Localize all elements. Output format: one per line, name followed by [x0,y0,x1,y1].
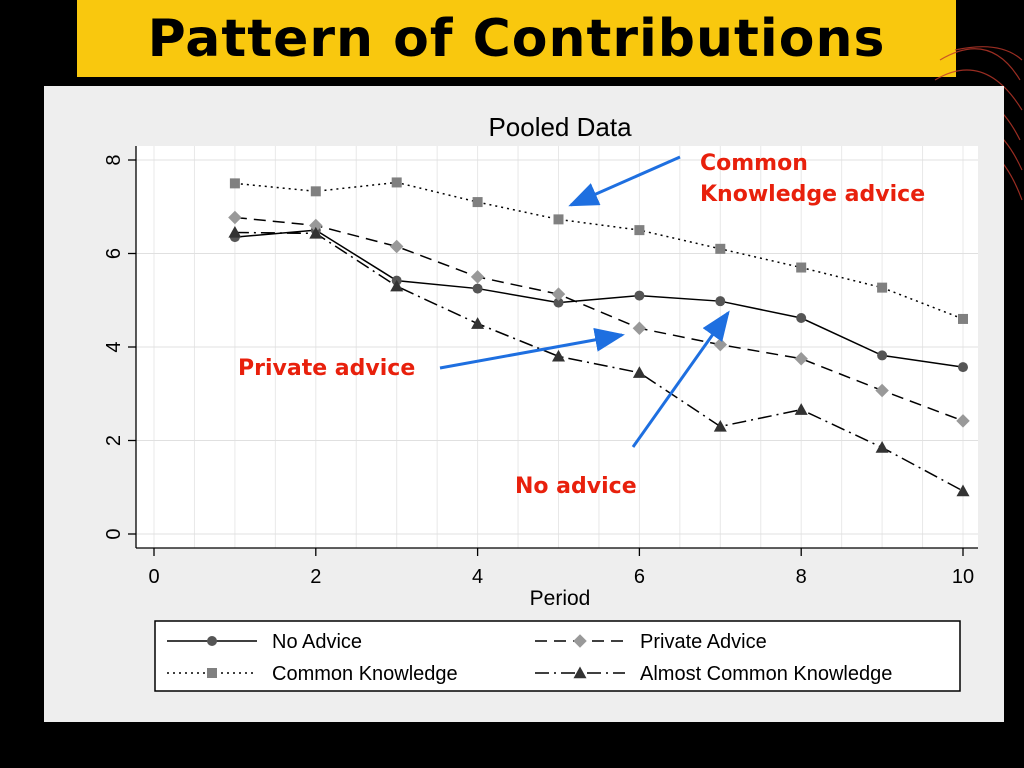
data-point [715,296,726,307]
series-line [234,216,964,422]
data-point [553,297,564,308]
no-advice-arrow [631,310,730,448]
data-point [796,313,807,324]
legend-label: No Advice [272,631,362,653]
data-point [389,239,404,254]
y-tick-label: 6 [103,248,125,259]
data-point [553,214,564,225]
data-point [958,313,968,324]
x-tick-label: 0 [148,566,159,588]
private-advice-arrow [439,328,625,370]
series-private-advice [228,210,970,428]
data-point [310,186,321,197]
data-point [390,279,404,292]
y-tick-label: 8 [103,154,125,165]
data-point [875,383,889,398]
slide-title: Pattern of Contributions [147,8,886,69]
common-knowledge-arrow [568,155,681,207]
legend-label: Private Advice [640,631,767,653]
legend-marker [573,666,587,679]
data-point [472,283,483,294]
legend-label: Almost Common Knowledge [640,663,892,685]
y-tick-label: 2 [103,435,125,446]
data-point [470,270,485,284]
series-no-advice [229,225,968,373]
data-point [794,403,808,415]
annotation-no-advice: No advice [515,474,637,499]
legend-marker [573,634,587,648]
data-point [472,197,483,208]
legend-box [154,620,961,692]
legend-label: Common Knowledge [272,663,458,685]
data-point [309,226,323,239]
data-point [228,225,242,238]
data-point [794,351,808,366]
grid [136,146,978,548]
data-point [228,210,242,225]
data-point [551,287,566,301]
data-point [956,414,970,428]
series-line [234,181,964,320]
y-tick-label: 0 [103,528,125,539]
chart-title: Pooled Data [488,112,632,142]
data-point [632,366,646,378]
annotation-private: Private advice [238,356,415,381]
x-tick-label: 2 [310,566,321,588]
data-point [877,350,888,361]
x-tick-label: 10 [952,566,974,588]
x-tick-label: 4 [472,566,483,588]
axes: 0 2 4 6 8 10 0 2 4 6 8 [103,146,978,588]
data-point [634,290,645,301]
data-point [634,225,645,236]
annotation-common-line1: Common [700,151,808,176]
series-line [234,229,964,368]
data-point [391,177,402,188]
x-tick-label: 6 [634,566,645,588]
data-point [552,349,565,362]
slide-title-bar: Pattern of Contributions [77,0,956,77]
series-group [228,177,970,497]
data-point [875,441,889,453]
x-tick-label: 8 [796,566,807,588]
data-point [632,321,647,336]
data-point [715,243,726,254]
y-tick-label: 4 [103,341,125,352]
legend-marker [207,636,217,646]
legend-marker [207,668,217,678]
data-point [958,362,968,373]
series-almost-common-knowledge [228,225,970,497]
data-point [471,317,485,329]
data-point [877,282,888,293]
x-axis-label: Period [530,587,591,610]
data-point [796,262,807,273]
legend: No Advice Private Advice Common Knowledge A… [167,631,892,685]
annotation-common-line2: Knowledge advice [700,182,925,207]
data-point [956,484,970,497]
series-common-knowledge [229,177,968,324]
data-point [309,218,323,233]
data-point [713,419,727,432]
series-line [234,231,964,492]
data-point [229,178,240,189]
